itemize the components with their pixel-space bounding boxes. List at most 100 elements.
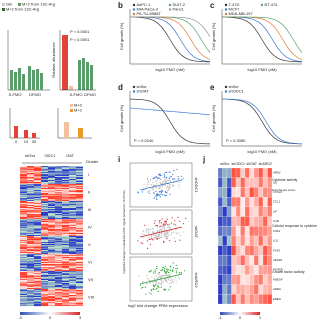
heatmap-cell	[41, 207, 48, 209]
heatmap-cell	[222, 235, 228, 246]
y-label: Cell growth (%)	[119, 22, 124, 50]
heatmap-cell	[62, 215, 69, 217]
heatmap-cell	[27, 199, 34, 201]
heatmap-cell	[41, 230, 48, 232]
heatmap-cell	[249, 274, 255, 285]
heatmap-cell	[69, 273, 76, 275]
point	[154, 184, 156, 187]
heatmap-cell	[76, 276, 83, 278]
heatmap-cell	[48, 211, 55, 213]
heatmap-cell	[20, 287, 27, 289]
scale-label: -1	[218, 315, 222, 320]
heatmap-cell	[41, 286, 48, 288]
point	[158, 286, 160, 288]
heatmap-cell	[20, 258, 27, 260]
curve	[221, 98, 303, 145]
column-label: shScr	[25, 153, 36, 158]
heatmap-cell	[235, 265, 241, 275]
heatmap-cell	[69, 240, 76, 242]
heatmap-cell	[55, 223, 62, 225]
heatmap-cell	[76, 262, 83, 264]
heatmap-cell	[20, 283, 27, 285]
heatmap-cell	[41, 176, 48, 178]
heatmap-cell	[76, 232, 83, 234]
heatmap-cell	[34, 218, 41, 220]
heatmap-cell	[222, 255, 228, 266]
heatmap-cell	[235, 197, 241, 207]
heatmap-cell	[41, 303, 48, 305]
heatmap-cell	[20, 281, 27, 283]
point	[164, 171, 167, 173]
heatmap-cell	[34, 281, 41, 283]
heatmap-cell	[34, 280, 41, 282]
heatmap-cell	[62, 290, 69, 292]
heatmap-cell	[267, 177, 273, 188]
heatmap-cell	[48, 266, 55, 268]
heatmap-cell	[76, 274, 83, 276]
heatmap-cell	[69, 280, 76, 282]
heatmap-cell	[258, 216, 264, 227]
heatmap-cell	[20, 212, 27, 214]
point	[137, 240, 139, 242]
heatmap-cell	[69, 276, 76, 278]
point	[146, 229, 148, 231]
heatmap-cell	[249, 197, 255, 207]
point	[149, 292, 151, 294]
point	[165, 192, 167, 194]
heatmap-cell	[48, 277, 55, 279]
heatmap-cell	[27, 220, 34, 222]
heatmap-cell	[34, 235, 41, 237]
heatmap-cell	[244, 206, 250, 217]
heatmap-cell	[41, 271, 48, 273]
heatmap-cell	[48, 220, 55, 222]
heatmap-cell	[253, 294, 259, 305]
point	[146, 178, 149, 180]
heatmap-cell	[55, 191, 62, 193]
point	[156, 225, 158, 227]
point	[163, 182, 165, 184]
point	[165, 236, 167, 238]
heatmap-cell	[48, 301, 55, 303]
heatmap-cell	[48, 292, 55, 294]
point	[172, 173, 174, 175]
point	[152, 187, 155, 189]
legend-swatch	[2, 3, 5, 6]
heatmap-cell	[240, 294, 246, 305]
heatmap-cell	[235, 284, 241, 295]
heatmap-cell	[27, 227, 34, 229]
heatmap-cell	[34, 227, 41, 229]
point	[167, 271, 170, 274]
heatmap-cell	[27, 167, 34, 169]
legend-label: PA-TU-8988T	[137, 11, 162, 16]
heatmap-cell	[48, 228, 55, 230]
heatmap-cell	[69, 206, 76, 208]
heatmap-cell	[76, 203, 83, 205]
heatmap-cell	[55, 296, 62, 298]
heatmap-cell	[34, 186, 41, 188]
heatmap-cell	[55, 290, 62, 292]
heatmap-cell	[34, 238, 41, 240]
heatmap-cell	[34, 291, 41, 293]
point	[164, 272, 167, 274]
heatmap-cell	[34, 198, 41, 200]
point	[171, 279, 173, 281]
heatmap-cell	[69, 286, 76, 288]
heatmap-cell	[76, 176, 83, 178]
point	[165, 178, 167, 180]
point	[164, 272, 166, 274]
heatmap-cell	[69, 211, 76, 213]
legend-label: MDA-MB-157	[229, 11, 254, 16]
heatmap-cell	[76, 225, 83, 227]
heatmap-cell	[69, 282, 76, 284]
heatmap-cell	[27, 203, 34, 205]
heatmap-cell	[62, 179, 69, 181]
heatmap-cell	[48, 260, 55, 262]
heatmap-cell	[76, 245, 83, 247]
point	[168, 186, 171, 189]
heatmap-cell	[62, 304, 69, 306]
heatmap-cell	[62, 229, 69, 231]
heatmap-cell	[62, 301, 69, 303]
point	[150, 270, 152, 272]
heatmap-cell	[69, 241, 76, 243]
heatmap-cell	[48, 247, 55, 249]
